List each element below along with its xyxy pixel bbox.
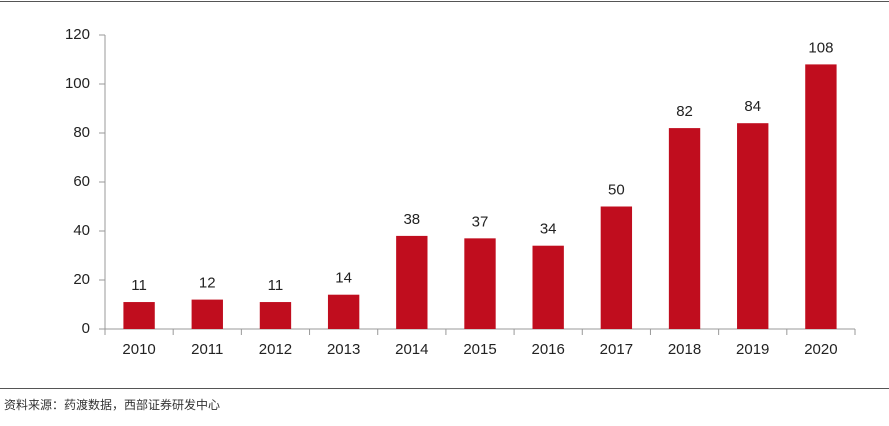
bar [327, 294, 360, 329]
x-tick-label: 2011 [191, 341, 223, 358]
data-label: 108 [808, 39, 833, 56]
y-tick-label: 20 [73, 271, 90, 288]
data-label: 82 [676, 103, 693, 120]
bar [805, 64, 837, 330]
y-tick-label: 60 [73, 173, 90, 190]
x-tick-label: 2019 [736, 341, 769, 358]
x-tick-label: 2012 [259, 341, 292, 358]
x-tick-label: 2013 [327, 341, 360, 358]
data-label: 11 [131, 277, 147, 294]
x-tick-label: 2018 [668, 341, 701, 358]
bar [396, 235, 428, 329]
data-label: 84 [744, 98, 761, 115]
y-tick-label: 0 [82, 320, 90, 337]
x-tick-label: 2015 [463, 341, 496, 358]
data-label: 50 [608, 181, 625, 198]
bar [123, 302, 155, 329]
bar [668, 128, 701, 329]
bar [464, 238, 496, 329]
bar [737, 123, 769, 329]
bar [600, 206, 633, 329]
y-tick-label: 40 [73, 222, 90, 239]
x-tick-label: 2020 [804, 341, 837, 358]
data-label: 38 [403, 211, 420, 228]
y-tick-label: 100 [65, 75, 90, 92]
data-label: 37 [472, 213, 489, 230]
bar [259, 302, 292, 329]
bar [191, 299, 223, 329]
y-tick-label: 120 [65, 26, 90, 43]
source-note: 资料来源：药渡数据，西部证券研发中心 [4, 397, 220, 412]
data-label: 34 [540, 221, 557, 238]
y-tick-label: 80 [73, 124, 90, 141]
data-label: 11 [268, 277, 284, 294]
x-tick-label: 2017 [600, 341, 633, 358]
data-label: 14 [335, 270, 352, 287]
bar [532, 245, 564, 329]
x-tick-label: 2010 [122, 341, 155, 358]
x-tick-label: 2014 [395, 341, 428, 358]
x-tick-label: 2016 [531, 341, 564, 358]
data-label: 12 [199, 275, 216, 292]
